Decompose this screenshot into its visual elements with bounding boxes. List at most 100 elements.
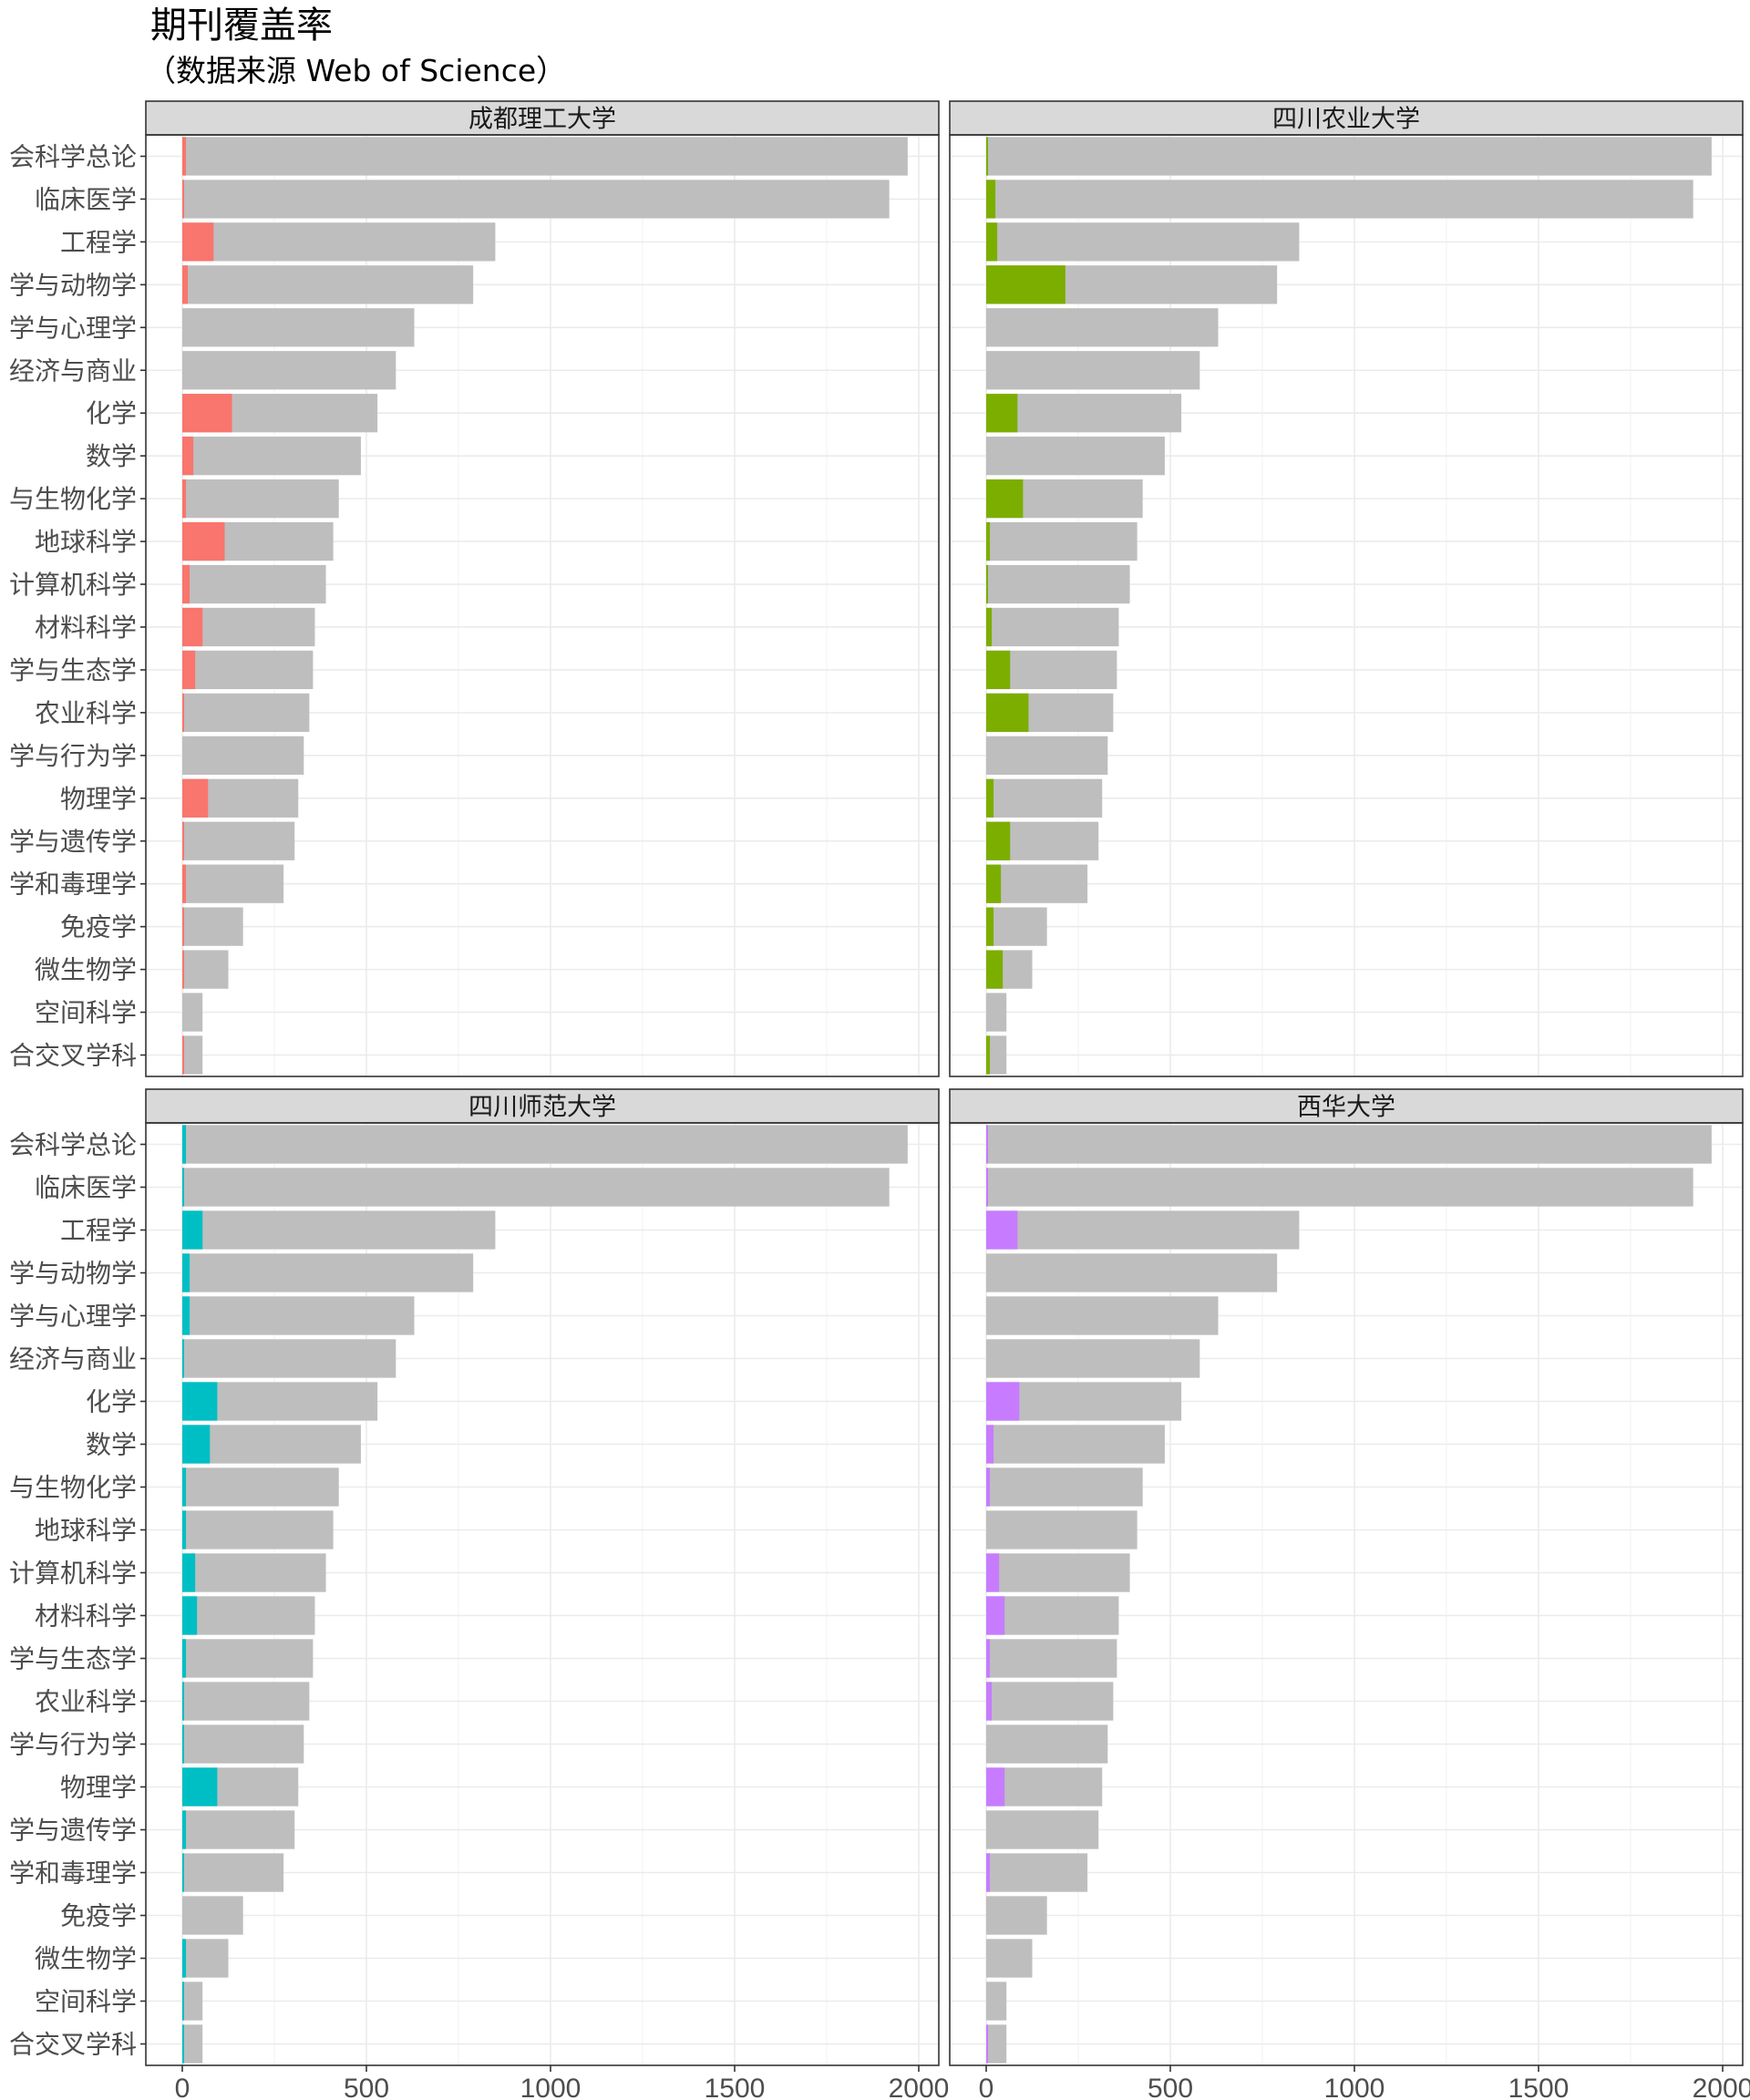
- bar-total: [986, 1296, 1219, 1335]
- bar-total: [182, 137, 908, 176]
- bar-total: [182, 1896, 243, 1935]
- bar-total: [986, 1639, 1117, 1678]
- bar-total: [986, 1596, 1119, 1635]
- bar-coverage: [182, 2024, 185, 2064]
- bar-coverage: [986, 2024, 989, 2064]
- bar-total: [182, 1125, 908, 1164]
- y-tick-label: 计算机科学: [9, 570, 137, 600]
- bar-coverage: [182, 1467, 187, 1507]
- bar-coverage: [182, 1382, 218, 1421]
- bar-coverage: [182, 1168, 185, 1207]
- y-tick-label: 数学: [86, 1430, 137, 1460]
- bar-coverage: [986, 1425, 994, 1464]
- bar-total: [182, 993, 203, 1032]
- y-tick-label: 微生物学: [35, 1944, 137, 1974]
- bar-total: [986, 564, 1130, 604]
- bar-total: [182, 1553, 326, 1592]
- bar-coverage: [182, 821, 185, 860]
- y-tick-label: 学与行为学: [9, 1730, 137, 1760]
- chart-subtitle: （数据来源 Web of Science）: [146, 53, 567, 88]
- chart-title: 期刊覆盖率: [150, 5, 333, 46]
- y-tick-label: 经济与商业: [9, 1344, 137, 1374]
- bar-total: [986, 1767, 1103, 1807]
- bar-total: [182, 308, 415, 347]
- bar-total: [986, 864, 1088, 903]
- y-tick-label: 学与动物学: [9, 1259, 137, 1289]
- bar-total: [182, 437, 361, 476]
- y-tick-label: 农业科学: [35, 1687, 137, 1717]
- y-tick-label: 学和毒理学: [9, 870, 137, 900]
- bar-coverage: [182, 265, 189, 304]
- bar-coverage: [182, 180, 185, 219]
- bar-coverage: [182, 1339, 185, 1378]
- y-tick-label: 微生物学: [35, 955, 137, 985]
- y-tick-label: 地球科学: [35, 1516, 137, 1546]
- bar-total: [986, 1553, 1130, 1592]
- bar-total: [182, 479, 339, 519]
- bar-total: [986, 1467, 1143, 1507]
- bar-total: [182, 1467, 339, 1507]
- bar-coverage: [182, 693, 185, 733]
- y-tick-label: 学与遗传学: [9, 827, 137, 857]
- bar-coverage: [182, 607, 203, 647]
- bar-total: [182, 736, 304, 775]
- bar-total: [986, 137, 1712, 176]
- y-tick-label: 学与行为学: [9, 741, 137, 771]
- facet-strip: [949, 1088, 1744, 1124]
- bar-coverage: [986, 265, 1065, 304]
- bar-coverage: [182, 1810, 187, 1849]
- bar-coverage: [986, 1467, 991, 1507]
- bar-coverage: [986, 1853, 991, 1892]
- y-tick-label: 材料科学: [35, 612, 137, 643]
- bar-coverage: [182, 1425, 211, 1464]
- x-tick-label: 1500: [705, 2074, 766, 2100]
- bar-coverage: [182, 1035, 185, 1075]
- y-tick-label: 工程学: [60, 227, 137, 257]
- y-tick-label: 材料科学: [35, 1601, 137, 1632]
- bar-coverage: [182, 907, 185, 946]
- y-tick-label: 数学: [86, 441, 137, 471]
- panel-border: [949, 1122, 1744, 2066]
- bar-coverage: [182, 394, 232, 433]
- bar-total: [986, 437, 1165, 476]
- y-tick-label: 物理学: [60, 784, 137, 814]
- x-tick-label: 500: [1148, 2074, 1193, 2100]
- bar-coverage: [986, 1210, 1018, 1250]
- y-tick-label: 免疫学: [60, 912, 137, 942]
- bar-total: [986, 1982, 1007, 2021]
- y-tick-label: 学与心理学: [9, 313, 137, 343]
- bar-total: [182, 650, 314, 690]
- bar-total: [986, 1425, 1165, 1464]
- bar-coverage: [182, 479, 187, 519]
- y-tick-label: 合交叉学科: [9, 2030, 137, 2060]
- bar-coverage: [182, 1510, 187, 1549]
- y-tick-label: 物理学: [60, 1773, 137, 1803]
- bar-coverage: [986, 521, 991, 561]
- bar-coverage: [182, 137, 187, 176]
- bar-total: [182, 1939, 229, 1978]
- bar-total: [986, 1682, 1114, 1721]
- bar-coverage: [986, 1639, 991, 1678]
- bar-total: [182, 2024, 203, 2064]
- bar-coverage: [182, 437, 194, 476]
- bar-total: [182, 222, 496, 262]
- bar-total: [182, 180, 890, 219]
- x-tick-label: 2000: [889, 2074, 950, 2100]
- bar-total: [986, 1853, 1088, 1892]
- bar-total: [986, 607, 1119, 647]
- y-tick-label: 空间科学: [35, 1987, 137, 2017]
- y-tick-label: 化学: [86, 398, 137, 428]
- bar-total: [182, 1339, 396, 1378]
- bar-total: [182, 564, 326, 604]
- y-tick-label: 经济与商业: [9, 355, 137, 386]
- bar-coverage: [986, 1553, 1000, 1592]
- y-tick-label: 学和毒理学: [9, 1858, 137, 1889]
- bar-total: [182, 1639, 314, 1678]
- bar-coverage: [182, 778, 209, 818]
- y-tick-label: 学与遗传学: [9, 1816, 137, 1846]
- x-tick-label: 0: [979, 2074, 994, 2100]
- bar-total: [986, 1939, 1033, 1978]
- bar-coverage: [182, 1767, 218, 1807]
- bar-total: [182, 1035, 203, 1075]
